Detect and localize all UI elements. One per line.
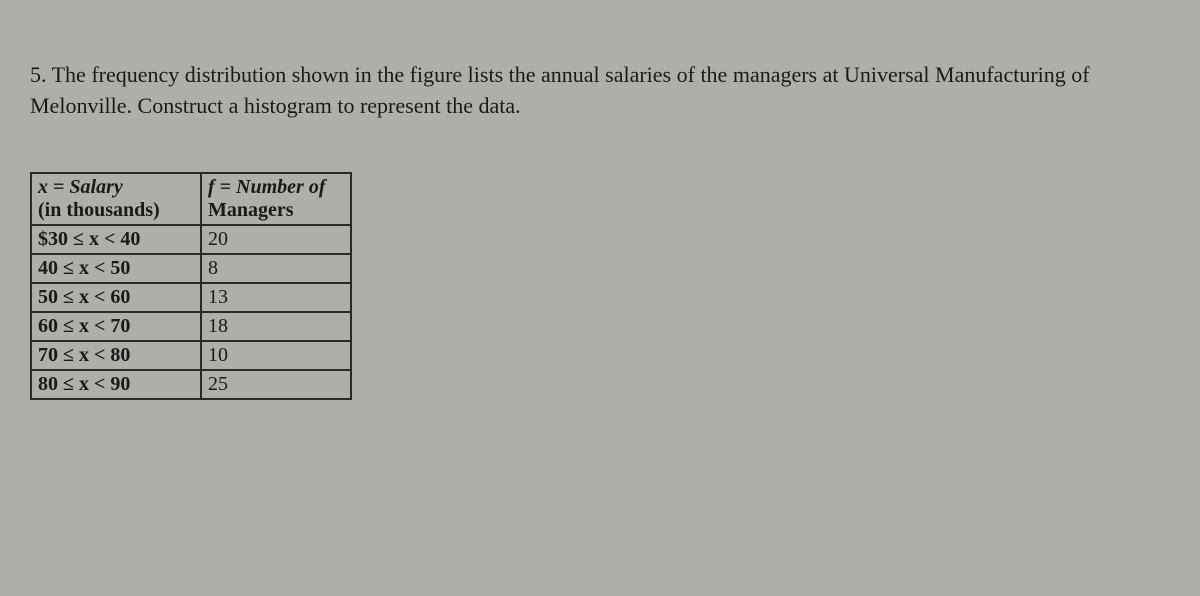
table-row: 50 ≤ x < 60 13 (31, 283, 351, 312)
cell-range: 80 ≤ x < 90 (31, 370, 201, 399)
cell-freq: 8 (201, 254, 351, 283)
question-text: 5. The frequency distribution shown in t… (30, 60, 1170, 122)
frequency-table-container: x = Salary (in thousands) f = Number of … (30, 172, 352, 400)
frequency-table: x = Salary (in thousands) f = Number of … (30, 172, 352, 400)
header-freq-line2: Managers (208, 199, 294, 221)
header-salary-line1: x = Salary (38, 176, 123, 198)
question-body: The frequency distribution shown in the … (30, 62, 1090, 118)
header-frequency: f = Number of Managers (201, 173, 351, 225)
table-row: 70 ≤ x < 80 10 (31, 341, 351, 370)
table-row: 40 ≤ x < 50 8 (31, 254, 351, 283)
cell-freq: 25 (201, 370, 351, 399)
cell-range: 70 ≤ x < 80 (31, 341, 201, 370)
cell-freq: 18 (201, 312, 351, 341)
header-salary: x = Salary (in thousands) (31, 173, 201, 225)
table-row: 80 ≤ x < 90 25 (31, 370, 351, 399)
table-header-row: x = Salary (in thousands) f = Number of … (31, 173, 351, 225)
cell-range: 40 ≤ x < 50 (31, 254, 201, 283)
cell-freq: 10 (201, 341, 351, 370)
cell-range: 60 ≤ x < 70 (31, 312, 201, 341)
question-number: 5. (30, 62, 47, 87)
header-freq-line1: f = Number of (208, 176, 326, 198)
table-row: 60 ≤ x < 70 18 (31, 312, 351, 341)
table-row: $30 ≤ x < 40 20 (31, 225, 351, 254)
cell-range: $30 ≤ x < 40 (31, 225, 201, 254)
cell-freq: 13 (201, 283, 351, 312)
cell-range: 50 ≤ x < 60 (31, 283, 201, 312)
header-salary-line2: (in thousands) (38, 199, 160, 221)
cell-freq: 20 (201, 225, 351, 254)
